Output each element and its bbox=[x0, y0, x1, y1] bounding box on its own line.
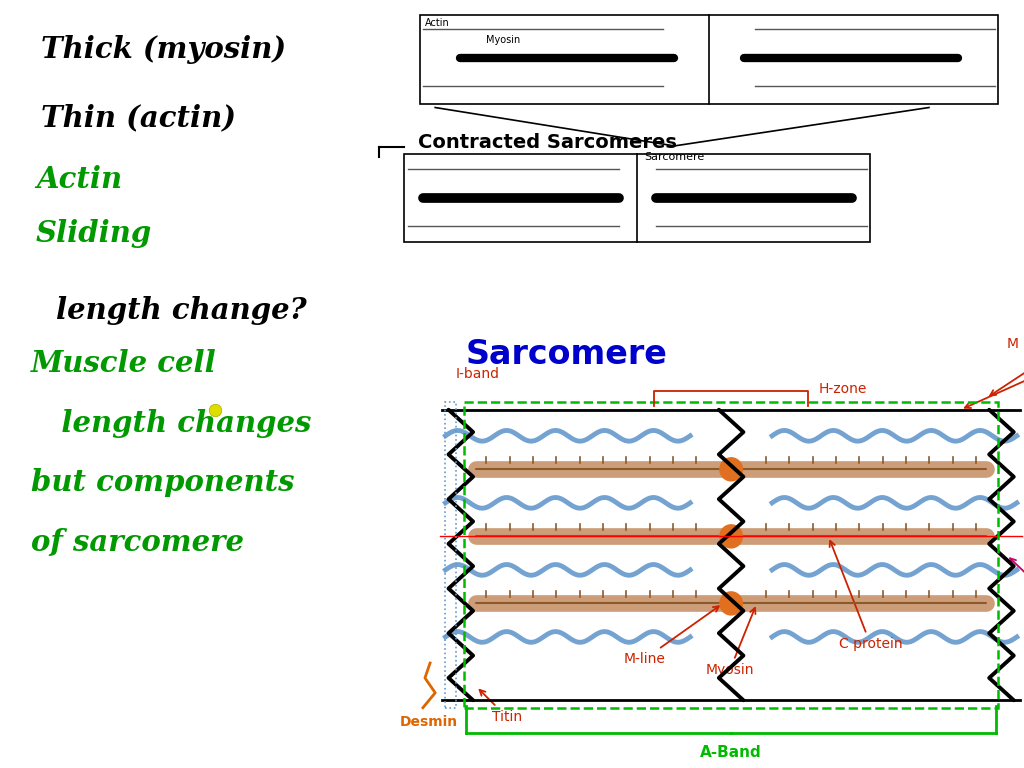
Bar bbox=[464, 402, 998, 708]
Text: I-band: I-band bbox=[456, 366, 500, 381]
Ellipse shape bbox=[720, 592, 742, 615]
Text: Thin (actin): Thin (actin) bbox=[41, 104, 236, 133]
Text: Myosin: Myosin bbox=[486, 35, 520, 45]
Text: Titin: Titin bbox=[479, 690, 521, 723]
Text: Sarcomere: Sarcomere bbox=[644, 152, 705, 162]
Text: H-zone: H-zone bbox=[818, 382, 866, 396]
Text: Desmin: Desmin bbox=[399, 715, 458, 729]
Text: Myosin: Myosin bbox=[706, 607, 756, 677]
Ellipse shape bbox=[720, 525, 742, 548]
Text: Actin: Actin bbox=[425, 18, 450, 28]
Text: length change?: length change? bbox=[56, 296, 307, 325]
Text: length changes: length changes bbox=[31, 409, 311, 438]
Text: Contracted Sarcomeres: Contracted Sarcomeres bbox=[419, 134, 677, 152]
Text: Sliding: Sliding bbox=[36, 219, 153, 248]
Text: M creatine kinase: M creatine kinase bbox=[990, 337, 1024, 396]
Text: Z-line: Z-line bbox=[1010, 558, 1024, 601]
Text: Actin: Actin bbox=[965, 360, 1024, 408]
Text: Muscle cell: Muscle cell bbox=[31, 349, 216, 379]
Bar bbox=[404, 154, 870, 242]
Bar bbox=[445, 402, 456, 708]
Bar bbox=[420, 15, 998, 104]
Text: Sarcomere: Sarcomere bbox=[466, 339, 668, 371]
Text: M-line: M-line bbox=[624, 606, 719, 666]
Ellipse shape bbox=[720, 458, 742, 481]
Text: Thick (myosin): Thick (myosin) bbox=[41, 35, 286, 64]
Text: A-Band: A-Band bbox=[700, 745, 762, 760]
Text: but components: but components bbox=[31, 468, 294, 498]
Text: of sarcomere: of sarcomere bbox=[31, 528, 244, 558]
Text: C protein: C protein bbox=[829, 541, 902, 651]
Text: Actin: Actin bbox=[36, 165, 122, 194]
